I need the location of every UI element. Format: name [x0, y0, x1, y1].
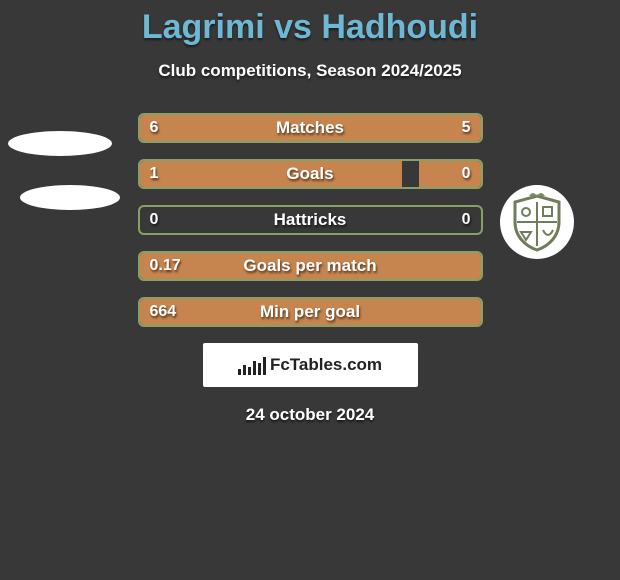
stat-value-right: 0	[462, 161, 471, 187]
stat-row: 664Min per goal	[138, 297, 483, 327]
left-team-badge-2	[20, 185, 120, 210]
stat-label: Goals	[140, 161, 481, 187]
stat-label: Matches	[140, 115, 481, 141]
snapshot-date: 24 october 2024	[0, 405, 620, 425]
shield-icon	[507, 192, 567, 252]
stat-label: Min per goal	[140, 299, 481, 325]
page-title: Lagrimi vs Hadhoudi	[0, 0, 620, 47]
left-team-badge-1	[8, 131, 112, 156]
spark-bars-icon	[238, 355, 266, 375]
right-team-crest	[500, 185, 574, 259]
stat-row: 1Goals0	[138, 159, 483, 189]
stat-row: 6Matches5	[138, 113, 483, 143]
fctables-label: FcTables.com	[270, 355, 382, 375]
stat-value-right: 0	[462, 207, 471, 233]
stat-label: Goals per match	[140, 253, 481, 279]
stat-row: 0Hattricks0	[138, 205, 483, 235]
fctables-watermark: FcTables.com	[203, 343, 418, 387]
stat-row: 0.17Goals per match	[138, 251, 483, 281]
page-subtitle: Club competitions, Season 2024/2025	[0, 61, 620, 81]
stat-value-right: 5	[462, 115, 471, 141]
comparison-chart: 6Matches51Goals00Hattricks00.17Goals per…	[0, 113, 620, 425]
stat-label: Hattricks	[140, 207, 481, 233]
